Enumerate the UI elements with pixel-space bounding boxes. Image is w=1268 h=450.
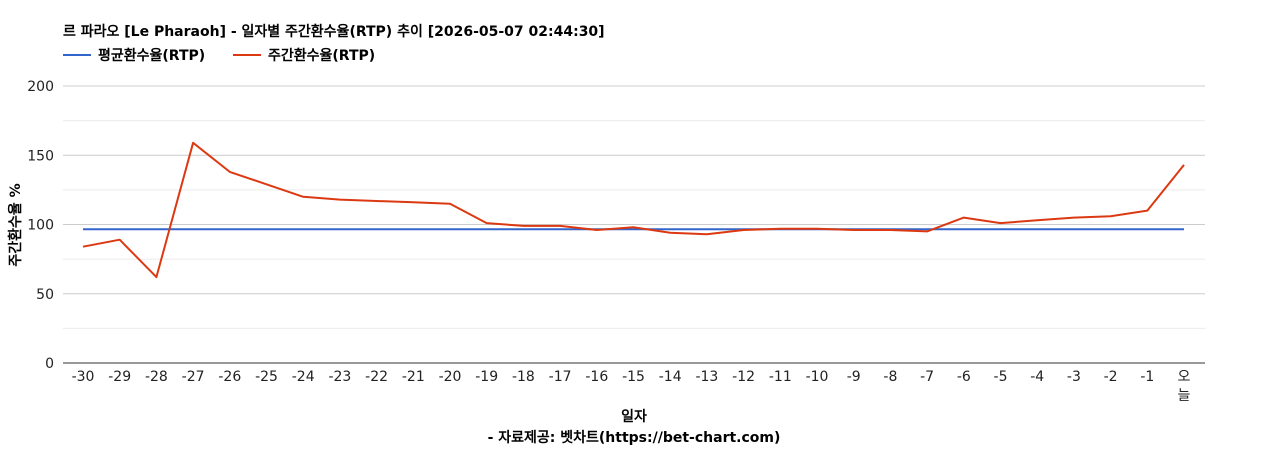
x-tick-label: -7 [920, 369, 934, 385]
x-tick-label: -10 [806, 369, 829, 385]
x-tick-label: -8 [883, 369, 897, 385]
series-lines [82, 141, 1185, 279]
x-tick-label: -15 [622, 369, 645, 385]
legend[interactable]: 평균환수율(RTP) 주간환수율(RTP) [63, 47, 375, 64]
x-axis-ticks: -30 -29 -28 -27 -26 -25 -24 -23 -22 -21 -20 -19 -18-… [72, 369, 1191, 404]
y-tick-label: 200 [27, 79, 54, 95]
x-tick-label: -20 [439, 369, 462, 385]
x-tick-label: -24 [292, 369, 315, 385]
x-tick-label: -16 [585, 369, 608, 385]
y-tick-label: 150 [27, 148, 54, 164]
x-tick-label: -18 [512, 369, 535, 385]
x-tick-label: -2 [1104, 369, 1118, 385]
x-tick-label: -9 [847, 369, 861, 385]
x-tick-label: -14 [659, 369, 682, 385]
legend-label: 주간환수율(RTP) [268, 47, 375, 64]
x-tick-label: -25 [255, 369, 278, 385]
x-tick-label: -23 [328, 369, 351, 385]
x-axis-label: 일자 [621, 409, 647, 425]
weekly-rtp-line [82, 141, 1185, 279]
x-tick-label: -12 [732, 369, 755, 385]
x-tick-label: -19 [475, 369, 498, 385]
x-tick-label: -4 [1030, 369, 1044, 385]
x-tick-label: -28 [145, 369, 168, 385]
y-axis-label: 주간환수율 % [7, 183, 24, 266]
x-tick-label: -5 [994, 369, 1008, 385]
x-tick-label: -21 [402, 369, 425, 385]
legend-item-average[interactable]: 평균환수율(RTP) [63, 47, 205, 64]
x-tick-label: 오 [1178, 369, 1191, 385]
y-tick-label: 100 [27, 218, 54, 234]
legend-label: 평균환수율(RTP) [98, 47, 205, 64]
y-axis-ticks: 0 50 100 150 200 [27, 79, 54, 372]
x-tick-label: -6 [957, 369, 971, 385]
y-tick-label: 0 [45, 356, 54, 372]
x-tick-label: -26 [218, 369, 241, 385]
chart-title: 르 파라오 [Le Pharaoh] - 일자별 주간환수율(RTP) 추이 [… [63, 23, 605, 40]
x-tick-label: -30 [72, 369, 95, 385]
source-note: - 자료제공: 벳차트(https://bet-chart.com) [488, 429, 781, 446]
x-tick-label: -1 [1140, 369, 1154, 385]
gridlines [63, 85, 1205, 364]
x-tick-label: -22 [365, 369, 388, 385]
y-tick-label: 50 [36, 287, 54, 303]
x-tick-label: -3 [1067, 369, 1081, 385]
x-tick-label: -17 [549, 369, 572, 385]
legend-item-weekly[interactable]: 주간환수율(RTP) [233, 47, 375, 64]
x-tick-label: -13 [695, 369, 718, 385]
x-tick-label: -11 [769, 369, 792, 385]
x-tick-label: -27 [182, 369, 205, 385]
x-tick-label: 늘 [1178, 388, 1191, 404]
x-tick-label: -29 [108, 369, 131, 385]
